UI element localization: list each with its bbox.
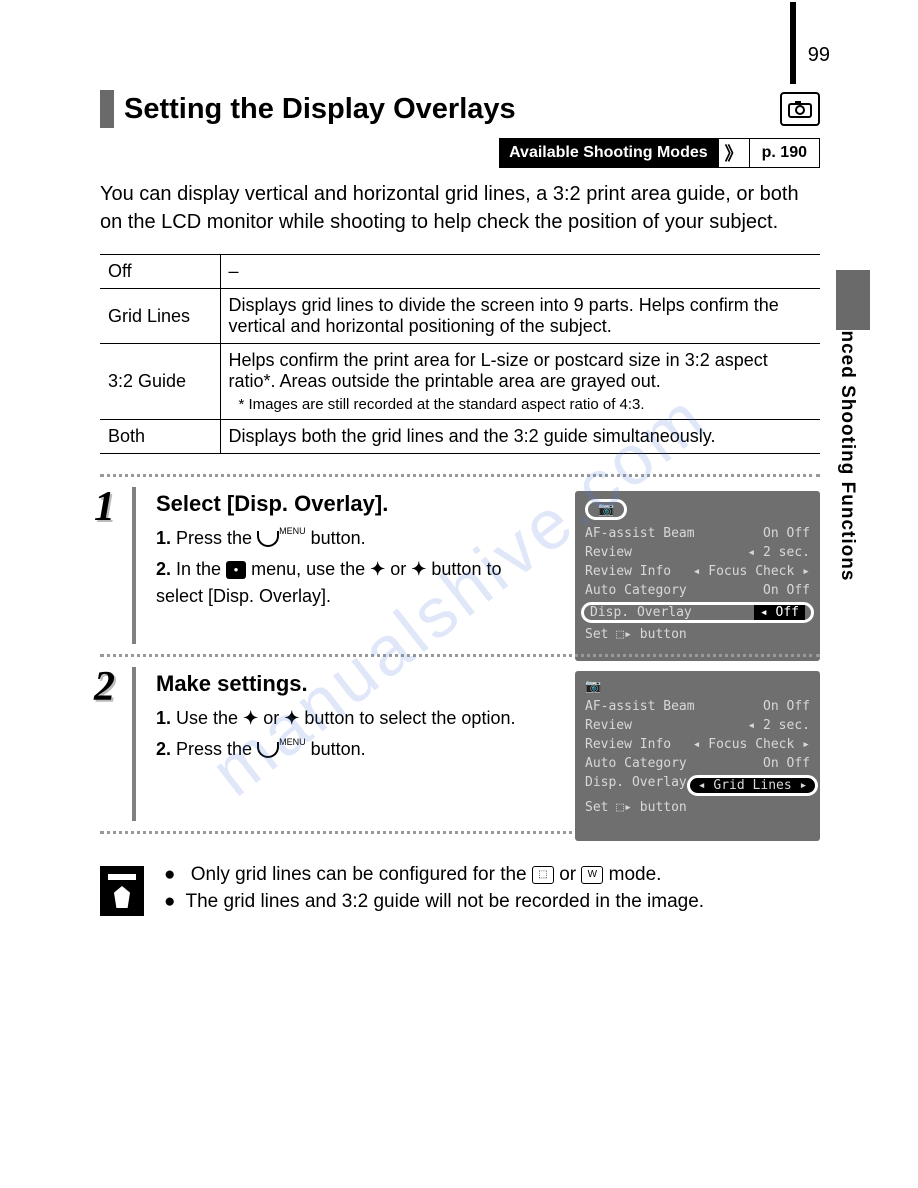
lcd-tab-row: 📷 — [585, 679, 810, 697]
notes-section: Only grid lines can be configured for th… — [100, 862, 820, 916]
options-table: Off – Grid Lines Displays grid lines to … — [100, 254, 820, 454]
substep: 2. In the menu, use the ✦ or ✦ button to… — [156, 556, 535, 610]
modes-arrow-icon: 》 — [718, 138, 750, 168]
step-number: 2 — [94, 663, 115, 711]
lcd-row: AF-assist BeamOn Off — [585, 524, 810, 543]
substep: 2. Press the MENU button. — [156, 736, 535, 763]
note-item: The grid lines and 3:2 guide will not be… — [164, 889, 704, 916]
step-divider — [132, 487, 136, 644]
option-desc: Displays both the grid lines and the 3:2… — [220, 420, 820, 454]
lcd-selected-value: ◂ Grid Lines ▸ — [687, 775, 819, 796]
menu-button-icon — [257, 742, 279, 758]
note-icon — [100, 866, 144, 916]
side-tab: Advanced Shooting Functions — [836, 280, 858, 581]
modes-label: Available Shooting Modes — [499, 138, 718, 168]
option-label: Both — [100, 420, 220, 454]
substep-num: 2. — [156, 559, 171, 579]
step-body: Select [Disp. Overlay]. 1. Press the MEN… — [140, 491, 535, 610]
step-divider — [132, 667, 136, 821]
lcd-screenshot: 📷 AF-assist BeamOn Off Review◂ 2 sec. Re… — [575, 491, 820, 661]
option-label: 3:2 Guide — [100, 344, 220, 420]
right-arrow-icon: ✦ — [284, 708, 299, 728]
note-item: Only grid lines can be configured for th… — [164, 862, 704, 889]
lcd-row: Set ⬚▸ button — [585, 798, 810, 817]
substep-num: 1. — [156, 528, 171, 548]
intro-text: You can display vertical and horizontal … — [100, 180, 820, 236]
note-text: Only grid lines can be configured for th… — [191, 864, 532, 885]
wide-mode-icon: W — [581, 866, 603, 884]
down-arrow-icon: ✦ — [411, 559, 426, 579]
camera-mode-icon — [780, 92, 820, 126]
option-desc-text: Helps confirm the print area for L-size … — [229, 350, 768, 391]
substep-text: or — [390, 559, 411, 579]
substep-text: or — [263, 708, 284, 728]
title-bar — [100, 90, 114, 128]
option-footnote: * Images are still recorded at the stand… — [229, 396, 813, 413]
menu-label: MENU — [279, 526, 306, 536]
substep: 1. Press the MENU button. — [156, 525, 535, 552]
substep-text: button. — [311, 528, 366, 548]
substep-text: button to select the option. — [304, 708, 515, 728]
lcd-row: Disp. Overlay◂ Grid Lines ▸ — [585, 773, 810, 798]
option-desc: Displays grid lines to divide the screen… — [220, 289, 820, 344]
table-row: Both Displays both the grid lines and th… — [100, 420, 820, 454]
substep-text: In the — [176, 559, 226, 579]
note-text: mode. — [609, 864, 662, 885]
content: Setting the Display Overlays Available S… — [100, 90, 820, 916]
steps: 1 Select [Disp. Overlay]. 1. Press the M… — [100, 474, 820, 834]
camera-menu-icon — [226, 561, 246, 579]
lcd-row: AF-assist BeamOn Off — [585, 697, 810, 716]
step-body: Make settings. 1. Use the ✦ or ✦ button … — [140, 671, 535, 763]
note-text: or — [559, 864, 581, 885]
lcd-row: Review◂ 2 sec. — [585, 716, 810, 735]
lcd-row: Set ⬚▸ button — [585, 625, 810, 644]
stitch-mode-icon: ⬚ — [532, 866, 554, 884]
lcd-row: Review Info◂ Focus Check ▸ — [585, 562, 810, 581]
title-row: Setting the Display Overlays — [100, 90, 820, 128]
substep-text: menu, use the — [251, 559, 370, 579]
option-label: Off — [100, 255, 220, 289]
step-number: 1 — [94, 483, 115, 531]
step-1: 1 Select [Disp. Overlay]. 1. Press the M… — [100, 474, 820, 654]
table-row: 3:2 Guide Helps confirm the print area f… — [100, 344, 820, 420]
option-desc: – — [220, 255, 820, 289]
substep-text: Press the — [176, 739, 257, 759]
substep-text: button. — [311, 739, 366, 759]
modes-page-ref: p. 190 — [750, 138, 820, 168]
left-arrow-icon: ✦ — [243, 708, 258, 728]
up-arrow-icon: ✦ — [370, 559, 385, 579]
substep-text: Press the — [176, 528, 257, 548]
page-title: Setting the Display Overlays — [124, 93, 770, 126]
substep-num: 1. — [156, 708, 171, 728]
lcd-row: Auto CategoryOn Off — [585, 754, 810, 773]
option-desc: Helps confirm the print area for L-size … — [220, 344, 820, 420]
table-row: Grid Lines Displays grid lines to divide… — [100, 289, 820, 344]
modes-bar: Available Shooting Modes 》 p. 190 — [100, 138, 820, 168]
substep-text: Use the — [176, 708, 243, 728]
step-2: 2 Make settings. 1. Use the ✦ or ✦ butto… — [100, 654, 820, 834]
option-label: Grid Lines — [100, 289, 220, 344]
menu-label: MENU — [279, 737, 306, 747]
lcd-row: Review◂ 2 sec. — [585, 543, 810, 562]
step-title: Make settings. — [156, 671, 535, 697]
menu-button-icon — [257, 531, 279, 547]
page-number: 99 — [808, 44, 830, 67]
lcd-screenshot: 📷 AF-assist BeamOn Off Review◂ 2 sec. Re… — [575, 671, 820, 841]
lcd-tab-oval: 📷 — [585, 499, 627, 520]
lcd-selected-row: Disp. Overlay◂ Off — [581, 602, 814, 623]
table-row: Off – — [100, 255, 820, 289]
lcd-row: Auto CategoryOn Off — [585, 581, 810, 600]
substep-num: 2. — [156, 739, 171, 759]
substep: 1. Use the ✦ or ✦ button to select the o… — [156, 705, 535, 732]
step-title: Select [Disp. Overlay]. — [156, 491, 535, 517]
lcd-row: Review Info◂ Focus Check ▸ — [585, 735, 810, 754]
